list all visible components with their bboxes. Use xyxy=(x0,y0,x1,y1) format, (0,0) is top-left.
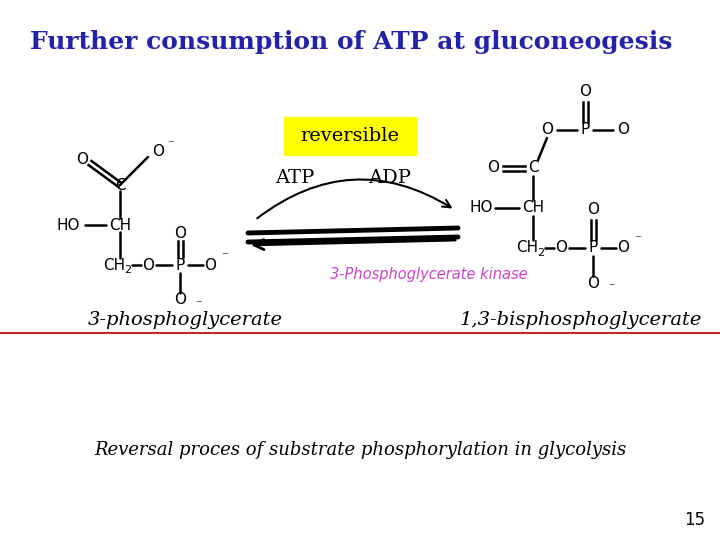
Text: Reversal proces of substrate phosphorylation in glycolysis: Reversal proces of substrate phosphoryla… xyxy=(94,441,626,459)
Text: 2: 2 xyxy=(537,248,544,258)
Text: O: O xyxy=(541,123,553,138)
Text: 3-Phosphoglycerate kinase: 3-Phosphoglycerate kinase xyxy=(330,267,528,282)
Text: O: O xyxy=(487,160,499,176)
Text: P: P xyxy=(588,240,598,255)
Text: ATP: ATP xyxy=(275,169,315,187)
Text: 15: 15 xyxy=(685,511,706,529)
Text: ⁻: ⁻ xyxy=(608,281,614,294)
Text: 2: 2 xyxy=(125,265,132,275)
Text: C: C xyxy=(528,160,539,176)
Text: O: O xyxy=(142,258,154,273)
Text: O: O xyxy=(617,123,629,138)
Text: O: O xyxy=(174,293,186,307)
Text: O: O xyxy=(587,275,599,291)
Text: CH: CH xyxy=(109,218,131,233)
Text: ADP: ADP xyxy=(369,169,412,187)
Text: 3-phosphoglycerate: 3-phosphoglycerate xyxy=(88,311,283,329)
Text: CH: CH xyxy=(522,200,544,215)
Text: CH: CH xyxy=(103,258,125,273)
Text: O: O xyxy=(76,152,88,166)
FancyArrowPatch shape xyxy=(254,240,455,249)
Text: O: O xyxy=(587,202,599,218)
FancyArrowPatch shape xyxy=(257,179,451,218)
Text: O: O xyxy=(617,240,629,255)
Text: ⁻: ⁻ xyxy=(194,299,202,312)
Text: P: P xyxy=(580,123,590,138)
Text: 1,3-bisphosphoglycerate: 1,3-bisphosphoglycerate xyxy=(460,311,703,329)
Text: HO: HO xyxy=(469,200,492,215)
Text: HO: HO xyxy=(56,218,80,233)
Text: O: O xyxy=(204,258,216,273)
Text: reversible: reversible xyxy=(300,127,400,145)
Text: ⁻: ⁻ xyxy=(221,251,228,264)
Text: ⁻: ⁻ xyxy=(167,138,174,152)
Text: C: C xyxy=(114,178,125,192)
FancyBboxPatch shape xyxy=(284,117,416,155)
Text: CH: CH xyxy=(516,240,538,255)
Text: ⁻: ⁻ xyxy=(634,233,640,246)
Text: O: O xyxy=(174,226,186,240)
Text: O: O xyxy=(579,84,591,99)
Text: P: P xyxy=(176,258,184,273)
Text: O: O xyxy=(152,144,164,159)
Text: O: O xyxy=(555,240,567,255)
Text: Further consumption of ATP at gluconeogesis: Further consumption of ATP at gluconeoge… xyxy=(30,30,672,54)
